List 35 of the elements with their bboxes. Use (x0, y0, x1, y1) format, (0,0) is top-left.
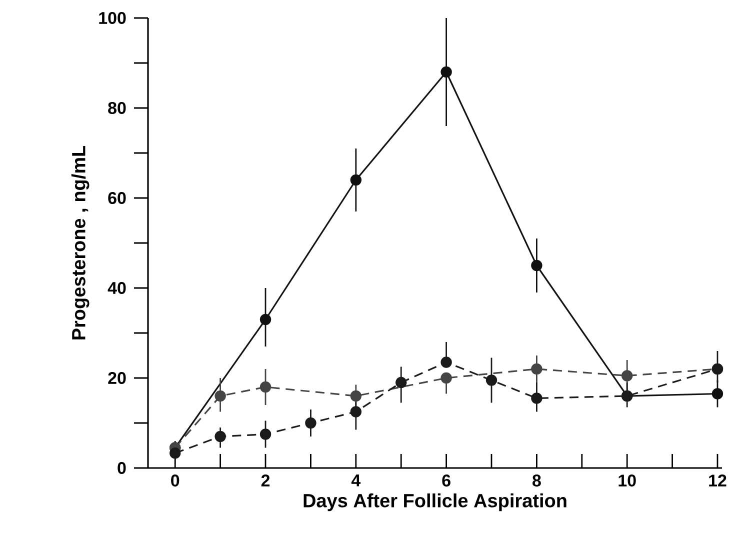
y-axis-title: Progesterone , ng/mL (71, 146, 90, 340)
point (260, 314, 272, 326)
x-tick-label: 10 (618, 474, 636, 487)
point (396, 376, 407, 388)
y-tick-label: 60 (108, 192, 126, 204)
point (440, 66, 452, 78)
y-tick-label: 100 (99, 12, 126, 24)
y-tick-label: 40 (108, 282, 126, 294)
y-tick-label: 80 (108, 102, 126, 114)
x-tick-label: 4 (351, 474, 361, 486)
point (440, 356, 452, 368)
point (531, 392, 542, 404)
x-axis-title: Days After Follicle Aspiration (304, 493, 566, 512)
point (260, 381, 272, 393)
point (170, 448, 181, 459)
point (350, 174, 362, 186)
point (214, 390, 226, 402)
point (531, 260, 542, 272)
point (260, 428, 272, 440)
point (621, 370, 633, 382)
point (440, 372, 452, 384)
y-tick-label: 0 (118, 462, 126, 474)
point (486, 374, 498, 386)
point (350, 406, 362, 418)
x-tick-label: 8 (532, 474, 541, 487)
x-tick-label: 2 (261, 474, 270, 486)
x-tick-label: 12 (709, 474, 726, 486)
point (214, 430, 226, 442)
point (350, 390, 362, 402)
point (305, 417, 316, 429)
y-tick-label: 20 (108, 372, 126, 384)
x-tick-label: 0 (171, 474, 180, 487)
point (531, 363, 542, 375)
x-tick-label: 6 (442, 474, 450, 487)
point (712, 388, 724, 400)
